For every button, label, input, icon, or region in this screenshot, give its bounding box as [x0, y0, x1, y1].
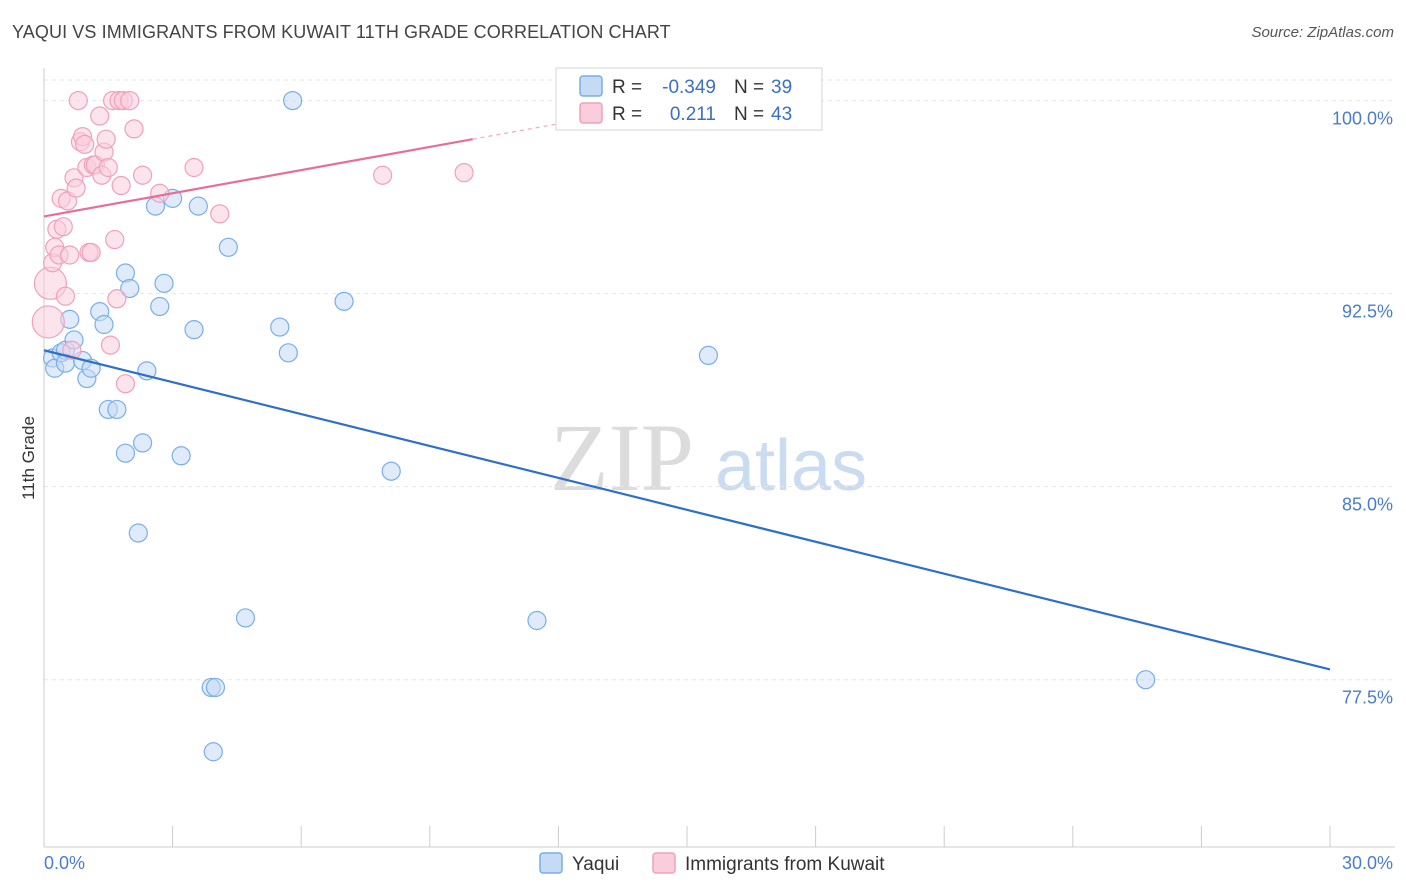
bottom-legend-swatch-kuwait: [652, 852, 676, 874]
point-kuwait-40: [210, 204, 230, 224]
point-yaqui-38: [698, 345, 719, 365]
point-yaqui-39: [1136, 670, 1156, 690]
point-yaqui-11: [94, 314, 114, 335]
point-yaqui-24: [171, 446, 191, 466]
legend-r-value-kuwait: 0.211: [670, 104, 716, 125]
y-tick-label-2: 85.0%: [1342, 495, 1393, 515]
axes: [43, 68, 1395, 848]
y-tick-label-0: 100.0%: [1332, 109, 1393, 129]
y-axis-label: 11th Grade: [19, 416, 38, 500]
bottom-legend-swatch-yaqui: [539, 852, 563, 874]
stats-legend: R = -0.349 N = 39 R = 0.211 N = 43: [555, 67, 823, 131]
bottom-legend-label-yaqui: Yaqui: [572, 854, 619, 875]
series-legend: Yaqui Immigrants from Kuwait: [539, 852, 885, 875]
point-kuwait-30: [105, 229, 125, 250]
point-yaqui-33: [278, 343, 298, 363]
point-kuwait-14: [68, 90, 88, 111]
point-yaqui-35: [334, 291, 354, 311]
chart-title: YAQUI VS IMMIGRANTS FROM KUWAIT 11TH GRA…: [12, 22, 671, 42]
legend-swatch-kuwait: [579, 102, 603, 124]
legend-r-label-kuwait: R =: [612, 104, 642, 125]
trend-line-yaqui: [43, 349, 1331, 671]
point-yaqui-22: [154, 273, 174, 293]
point-yaqui-15: [115, 443, 136, 463]
point-yaqui-30: [218, 237, 238, 257]
point-kuwait-0: [31, 305, 65, 339]
legend-n-label-kuwait: N =: [734, 104, 764, 125]
point-yaqui-28: [203, 742, 223, 762]
point-kuwait-11: [62, 340, 82, 360]
point-yaqui-25: [184, 320, 204, 340]
point-yaqui-37: [527, 610, 547, 631]
point-kuwait-43: [115, 374, 136, 394]
point-yaqui-16: [120, 278, 140, 299]
point-kuwait-23: [90, 106, 110, 126]
point-yaqui-32: [270, 317, 290, 337]
point-yaqui-18: [132, 433, 153, 453]
point-kuwait-13: [66, 178, 86, 198]
watermark-atlas: atlas: [715, 426, 867, 506]
point-kuwait-20: [81, 242, 101, 263]
source-credit: Source: ZipAtlas.com: [1251, 24, 1394, 41]
point-kuwait-27: [98, 157, 118, 178]
trend-lines: [43, 119, 1331, 671]
point-kuwait-28: [100, 335, 121, 355]
legend-n-value-kuwait: 43: [771, 104, 792, 125]
trend-line-kuwait: [43, 138, 473, 218]
point-kuwait-36: [124, 119, 144, 139]
x-tick-label-min: 0.0%: [44, 853, 85, 873]
point-kuwait-8: [55, 286, 76, 306]
point-yaqui-36: [381, 461, 401, 481]
point-yaqui-34: [283, 90, 303, 111]
series-kuwait-points: [31, 90, 474, 394]
point-kuwait-41: [373, 165, 393, 185]
point-kuwait-37: [132, 165, 153, 185]
point-kuwait-33: [111, 175, 131, 196]
point-yaqui-31: [235, 608, 256, 628]
point-kuwait-42: [454, 163, 474, 183]
point-yaqui-26: [188, 196, 208, 216]
point-yaqui-17: [128, 523, 148, 543]
point-kuwait-31: [107, 289, 127, 309]
point-yaqui-29: [205, 677, 226, 698]
x-ticks: [43, 826, 1331, 847]
point-kuwait-39: [184, 157, 204, 178]
y-tick-label-3: 77.5%: [1342, 688, 1393, 708]
point-kuwait-26: [96, 129, 116, 149]
y-tick-labels: 100.0% 92.5% 85.0% 77.5%: [1332, 109, 1393, 708]
bottom-legend-label-kuwait: Immigrants from Kuwait: [685, 854, 885, 875]
point-yaqui-21: [150, 296, 170, 317]
x-tick-label-max: 30.0%: [1342, 853, 1393, 873]
watermark-zip: ZIP: [550, 404, 694, 511]
legend-r-value-yaqui: -0.349: [662, 77, 716, 98]
legend-swatch-yaqui: [579, 75, 603, 97]
y-tick-label-1: 92.5%: [1342, 302, 1393, 322]
legend-n-label-yaqui: N =: [734, 77, 764, 98]
point-kuwait-7: [53, 217, 73, 237]
point-kuwait-38: [150, 183, 170, 203]
point-kuwait-10: [60, 245, 80, 265]
gridlines: [44, 79, 1395, 681]
point-kuwait-17: [75, 134, 95, 154]
legend-r-label-yaqui: R =: [612, 77, 642, 98]
point-yaqui-13: [107, 399, 127, 420]
point-kuwait-35: [120, 90, 140, 111]
legend-n-value-yaqui: 39: [771, 77, 792, 98]
